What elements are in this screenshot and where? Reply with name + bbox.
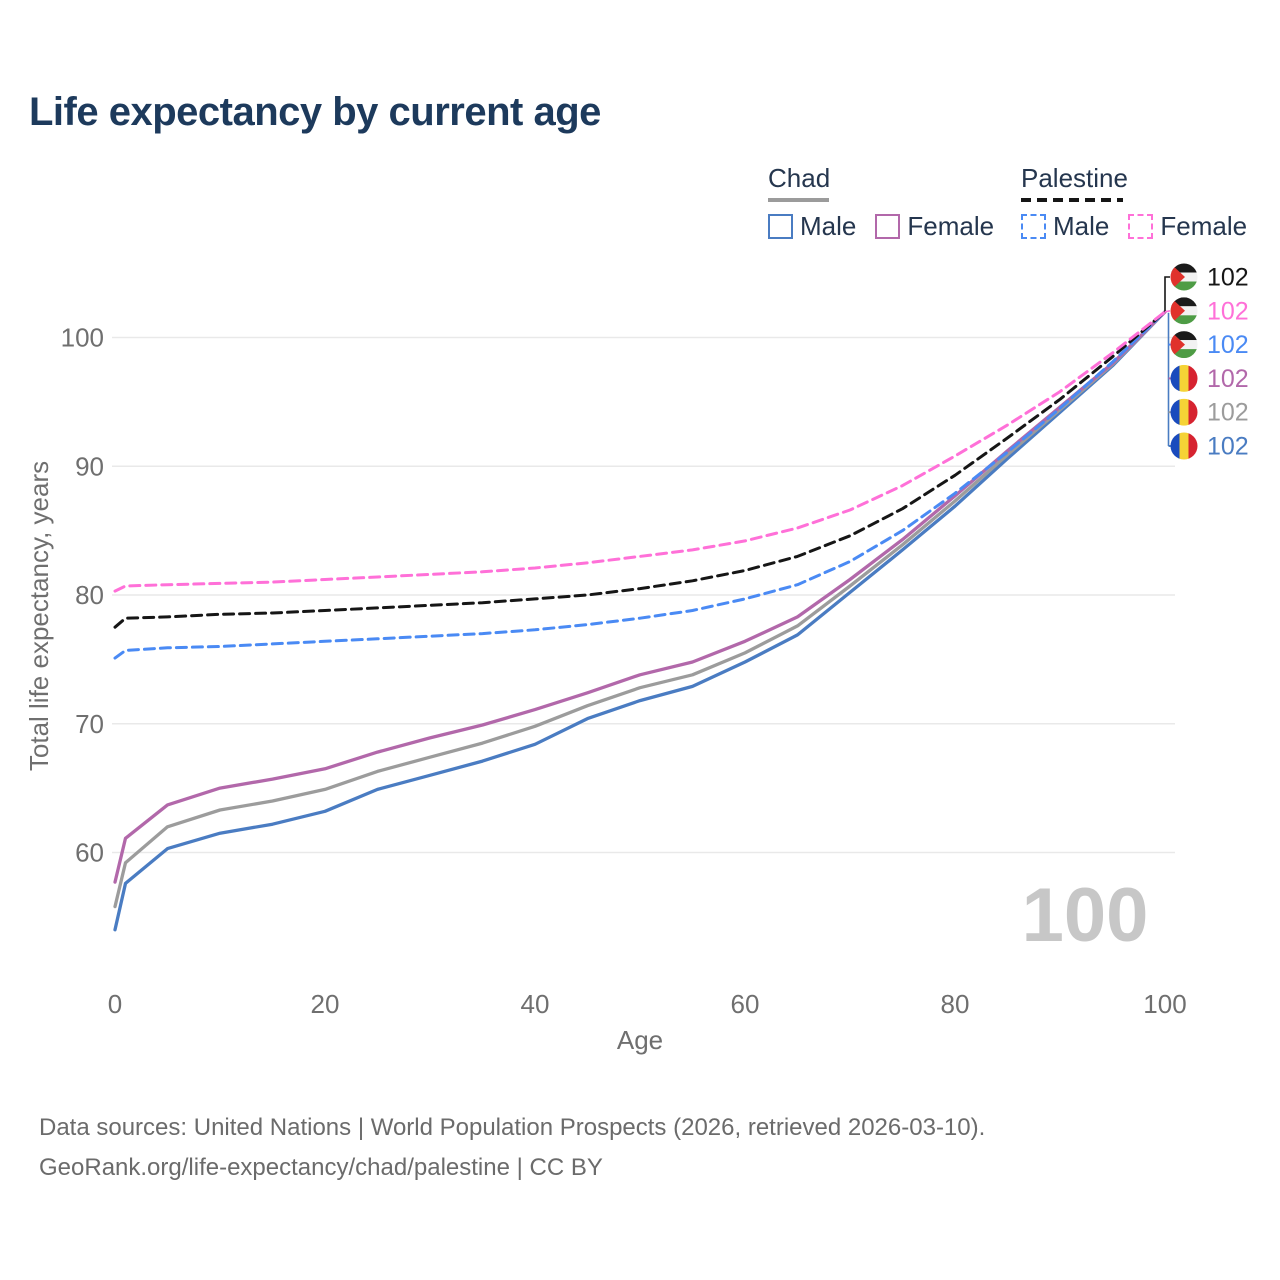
chad-flag-icon	[1170, 398, 1198, 426]
x-axis-title: Age	[617, 1025, 663, 1055]
y-tick-label: 70	[75, 709, 104, 739]
x-tick-label: 40	[521, 989, 550, 1019]
x-tick-label: 100	[1143, 989, 1186, 1019]
series-line-chad-male	[113, 310, 1167, 932]
legend-label-palestine-male[interactable]: Male	[1053, 211, 1110, 241]
checkbox-palestine-male[interactable]	[1021, 214, 1046, 239]
legend-palestine-title: Palestine	[1021, 163, 1128, 193]
end-value-label: 102	[1207, 297, 1249, 325]
legend-palestine-line-swatch	[1021, 198, 1123, 202]
x-tick-label: 80	[941, 989, 970, 1019]
y-axis-title: Total life expectancy, years	[24, 461, 54, 771]
legend-group-chad: Chad Male Female	[768, 163, 1013, 242]
palestine-flag-icon	[1170, 331, 1198, 359]
series-line-palestine-total	[113, 310, 1167, 629]
end-value-label: 102	[1207, 433, 1249, 461]
palestine-flag-icon	[1170, 297, 1198, 325]
leader-line	[1164, 276, 1170, 312]
x-tick-label: 20	[311, 989, 340, 1019]
legend-label-palestine-female[interactable]: Female	[1160, 211, 1248, 241]
end-value-label: 102	[1207, 399, 1249, 427]
legend-chad-title: Chad	[768, 163, 831, 193]
y-tick-label: 60	[75, 838, 104, 868]
end-value-label: 102	[1207, 264, 1249, 292]
chad-flag-icon	[1170, 432, 1198, 460]
y-tick-label: 100	[61, 323, 104, 353]
footer: Data sources: United Nations | World Pop…	[39, 1108, 985, 1188]
end-value-label: 102	[1207, 331, 1249, 359]
y-tick-label: 90	[75, 451, 104, 481]
legend-label-chad-male[interactable]: Male	[800, 211, 857, 241]
footer-attribution-link: GeoRank.org/life-expectancy/chad/palesti…	[39, 1154, 603, 1181]
legend-group-palestine: Palestine Male Female	[1021, 163, 1266, 242]
y-tick-label: 80	[75, 580, 104, 610]
footer-data-sources: Data sources: United Nations | World Pop…	[39, 1114, 986, 1141]
x-tick-label: 60	[731, 989, 760, 1019]
x-tick-label: 0	[108, 989, 122, 1019]
series-line-palestine-male	[113, 310, 1167, 660]
chad-flag-icon	[1170, 364, 1198, 392]
legend-chad-line-swatch	[768, 198, 829, 202]
series-line-palestine-female	[113, 310, 1167, 593]
series-line-chad-total	[113, 310, 1167, 909]
current-age-watermark: 100	[1022, 873, 1149, 958]
palestine-flag-icon	[1170, 263, 1198, 291]
legend-label-chad-female[interactable]: Female	[907, 211, 995, 241]
end-value-label: 102	[1207, 365, 1249, 393]
checkbox-palestine-female[interactable]	[1128, 214, 1154, 239]
page-title: Life expectancy by current age	[29, 90, 601, 134]
checkbox-chad-male[interactable]	[768, 214, 793, 239]
checkbox-chad-female[interactable]	[875, 214, 901, 239]
leader-line	[1164, 310, 1171, 313]
series-line-chad-female	[113, 310, 1167, 884]
